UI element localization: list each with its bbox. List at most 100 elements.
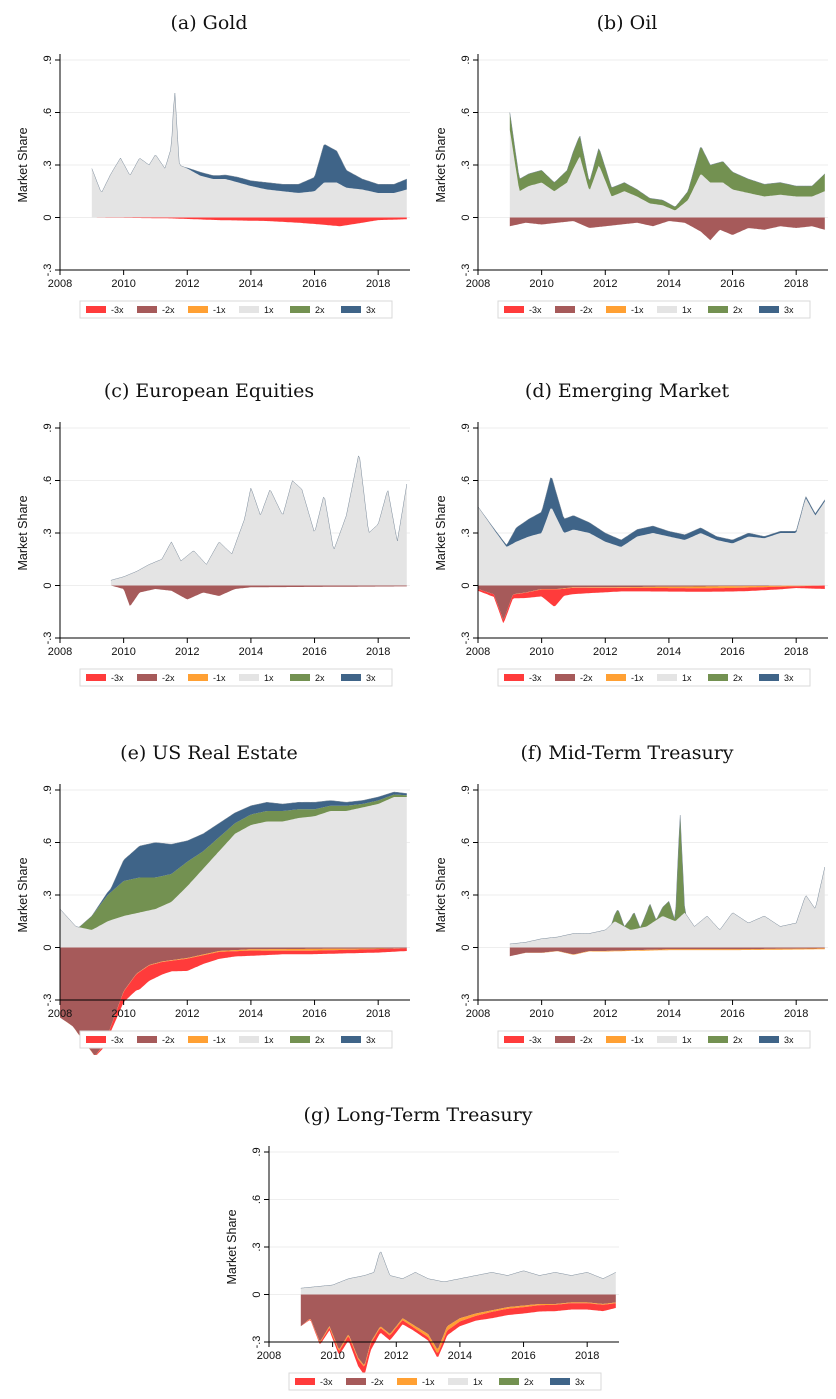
series-area-1x	[478, 498, 825, 586]
x-tick-label: 2016	[720, 1008, 744, 1020]
x-tick-label: 2018	[575, 1350, 599, 1362]
y-tick-label: -.3	[42, 994, 54, 1007]
panel-title: (a) Gold	[170, 12, 248, 34]
legend-swatch	[341, 306, 361, 313]
legend-swatch	[759, 1036, 779, 1043]
legend-swatch	[606, 306, 626, 313]
series-area-3x	[60, 792, 407, 928]
legend-label: -1x	[631, 305, 644, 315]
x-tick-label: 2014	[657, 646, 681, 658]
legend-label: 1x	[682, 673, 692, 683]
legend-label: -1x	[213, 305, 226, 315]
legend-label: 1x	[264, 673, 274, 683]
y-tick-label: .3	[42, 890, 54, 899]
x-tick-label: 2012	[175, 278, 199, 290]
y-tick-label: 0	[251, 1291, 263, 1297]
legend-swatch	[708, 1036, 728, 1043]
y-tick-label: -.3	[460, 264, 472, 277]
y-tick-label: .6	[42, 476, 54, 485]
panel-title: (e) US Real Estate	[120, 742, 298, 764]
x-tick-label: 2010	[111, 1008, 135, 1020]
legend-swatch	[397, 1378, 417, 1385]
legend-swatch	[555, 306, 575, 313]
legend-swatch	[239, 306, 259, 313]
series-top-outline	[110, 455, 408, 581]
x-tick-label: 2008	[257, 1350, 281, 1362]
legend-label: 2x	[733, 673, 743, 683]
series-top-outline	[477, 477, 826, 546]
x-tick-label: 2012	[175, 1008, 199, 1020]
legend-swatch	[759, 306, 779, 313]
legend-box	[497, 300, 811, 319]
series-area-1x	[300, 1251, 616, 1295]
panel-title: (g) Long-Term Treasury	[303, 1104, 533, 1126]
legend-label: -2x	[162, 305, 175, 315]
x-tick-label: 2012	[593, 1008, 617, 1020]
panel-gold: (a) Gold .9 .6 .3 0 -.3 2008 2010 2012 2014 2016 2…	[0, 0, 418, 325]
legend-label: -3x	[111, 305, 124, 315]
y-tick-label: .6	[42, 108, 54, 117]
series-area-neg2x	[478, 585, 825, 620]
legend-label: 2x	[315, 305, 325, 315]
series-area-1x	[60, 797, 407, 948]
legend-label: -1x	[631, 673, 644, 683]
legend-swatch	[759, 674, 779, 681]
legend-label: 1x	[264, 1035, 274, 1045]
series-area-neg2x	[300, 1294, 616, 1365]
legend-swatch	[708, 674, 728, 681]
y-tick-label: -.3	[42, 632, 54, 645]
x-tick-label: 2014	[239, 1008, 263, 1020]
x-tick-label: 2012	[593, 278, 617, 290]
y-tick-label: .3	[460, 160, 472, 169]
x-tick-label: 2014	[657, 1008, 681, 1020]
series-area-neg3x	[60, 948, 407, 1055]
legend-box	[79, 1030, 393, 1049]
x-tick-label: 2010	[320, 1350, 344, 1362]
series-area-neg2x	[509, 947, 825, 957]
series-area-1x	[91, 93, 407, 218]
series-area-3x	[91, 93, 407, 193]
legend-box	[497, 1030, 811, 1049]
legend-swatch	[290, 306, 310, 313]
series-area-neg3x	[91, 217, 407, 227]
y-tick-label: .6	[460, 476, 472, 485]
legend-label: -1x	[213, 1035, 226, 1045]
x-tick-label: 2014	[657, 278, 681, 290]
x-tick-label: 2016	[511, 1350, 535, 1362]
legend-swatch	[504, 674, 524, 681]
y-tick-label: -.3	[42, 264, 54, 277]
y-axis-title: Market Share	[16, 857, 30, 932]
legend-label: 2x	[315, 673, 325, 683]
x-tick-label: 2010	[529, 646, 553, 658]
legend-swatch	[555, 1036, 575, 1043]
legend-label: 2x	[733, 1035, 743, 1045]
legend-label: -3x	[529, 1035, 542, 1045]
series-top-outline	[59, 791, 407, 928]
x-tick-label: 2008	[466, 278, 490, 290]
legend-swatch	[290, 674, 310, 681]
y-tick-label: .9	[42, 785, 54, 794]
x-tick-label: 2010	[529, 1008, 553, 1020]
x-tick-label: 2008	[48, 1008, 72, 1020]
legend-swatch	[188, 674, 208, 681]
series-area-1x	[509, 130, 825, 218]
x-tick-label: 2016	[720, 278, 744, 290]
x-tick-label: 2018	[784, 1008, 808, 1020]
panel-mid-term-treasury: (f) Mid-Term Treasury .9 .6 .3 0 -.3 2008 2010…	[418, 730, 836, 1055]
legend-swatch	[448, 1378, 468, 1385]
legend-swatch	[137, 306, 157, 313]
x-tick-label: 2016	[302, 646, 326, 658]
legend-label: 1x	[682, 1035, 692, 1045]
legend-swatch	[606, 674, 626, 681]
y-tick-label: .9	[460, 785, 472, 794]
legend-swatch	[188, 1036, 208, 1043]
y-tick-label: -.3	[460, 994, 472, 1007]
y-axis-title: Market Share	[16, 127, 30, 202]
legend-swatch	[504, 1036, 524, 1043]
panel-long-term-treasury: (g) Long-Term Treasury .9 .6 .3 0 -.3 2008 201…	[209, 1092, 627, 1397]
y-tick-label: .9	[42, 423, 54, 432]
y-axis-title: Market Share	[434, 857, 448, 932]
